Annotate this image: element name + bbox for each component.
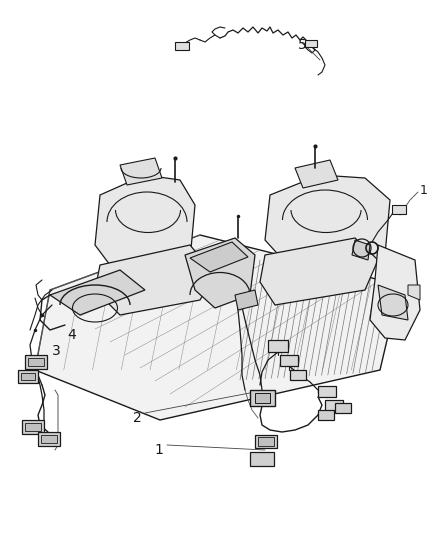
Bar [255,393,270,403]
Bar [392,205,406,214]
Text: 3: 3 [52,344,60,358]
Bar [250,452,274,466]
Bar [268,340,288,352]
Bar [318,386,336,397]
Text: 5: 5 [298,38,306,52]
Bar [258,437,274,446]
Polygon shape [260,238,378,305]
Bar [38,432,60,446]
Polygon shape [95,175,195,275]
Polygon shape [352,240,370,260]
Bar [18,370,38,383]
Polygon shape [35,235,400,420]
Bar [175,42,189,50]
Bar [335,403,351,413]
Bar [250,390,275,406]
Bar [28,358,44,366]
Bar [305,40,317,47]
Polygon shape [185,238,255,308]
Bar [255,435,277,448]
Polygon shape [50,270,145,315]
Polygon shape [265,175,390,270]
Bar [25,423,41,431]
Text: 4: 4 [67,328,76,342]
Bar [21,373,35,380]
Polygon shape [190,242,248,272]
Polygon shape [295,160,338,188]
Polygon shape [95,245,215,315]
Polygon shape [370,245,420,340]
Bar [318,410,334,420]
Bar [41,435,57,443]
Bar [22,420,44,434]
Bar [290,370,306,380]
Polygon shape [408,285,420,300]
Text: 1: 1 [155,443,163,457]
Text: 1: 1 [420,183,428,197]
Bar [280,355,298,366]
Text: 2: 2 [133,411,141,425]
Polygon shape [235,290,258,310]
Bar [25,355,47,369]
Polygon shape [120,158,162,185]
Polygon shape [378,285,408,320]
Bar [325,400,343,411]
